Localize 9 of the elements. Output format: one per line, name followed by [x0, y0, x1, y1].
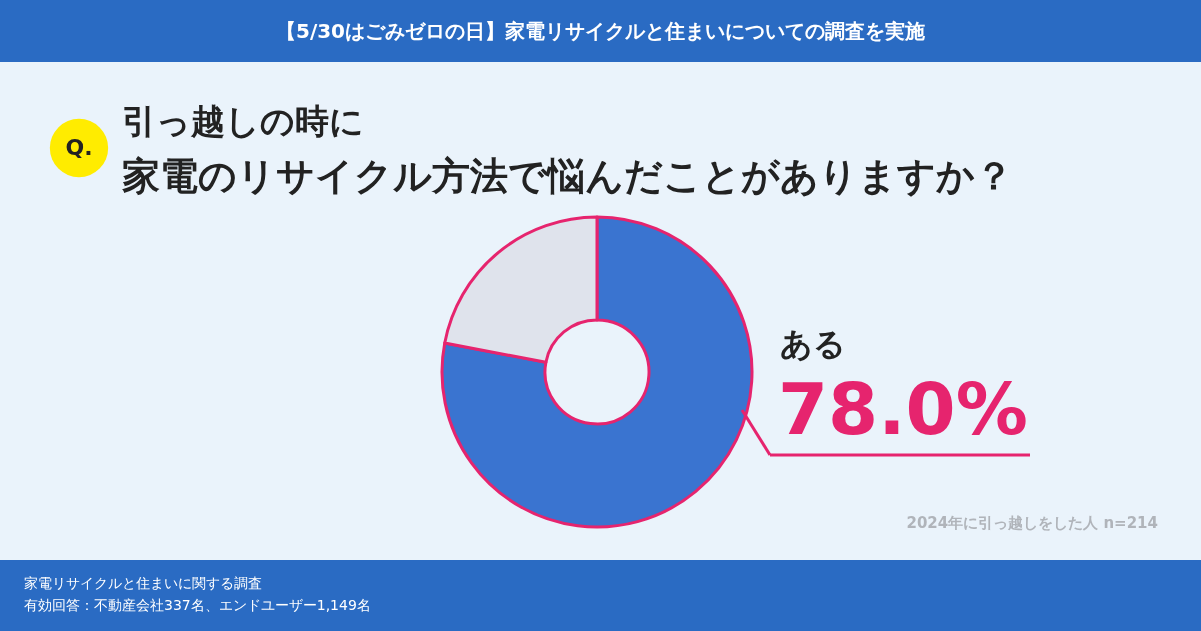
- slice-label: ある: [780, 325, 846, 363]
- text: Q.: [65, 135, 93, 160]
- chart-subtitle: 家電のリサイクル方法で悩んだことがありますか？: [122, 154, 1013, 198]
- text: 【5/30はごみゼロの日】家電リサイクルと住まいについての調査を実施: [275, 19, 926, 43]
- chart-title: 引っ越しの時に: [122, 101, 364, 141]
- text: 家電リサイクルと住まいに関する調査: [24, 575, 262, 591]
- data-label: 78.0%: [778, 367, 1028, 451]
- text: 有効回答：不動産会社337名、エンドユーザー1,149名: [24, 597, 371, 613]
- text: 2024年に引っ越しをした人 n=214: [906, 514, 1158, 532]
